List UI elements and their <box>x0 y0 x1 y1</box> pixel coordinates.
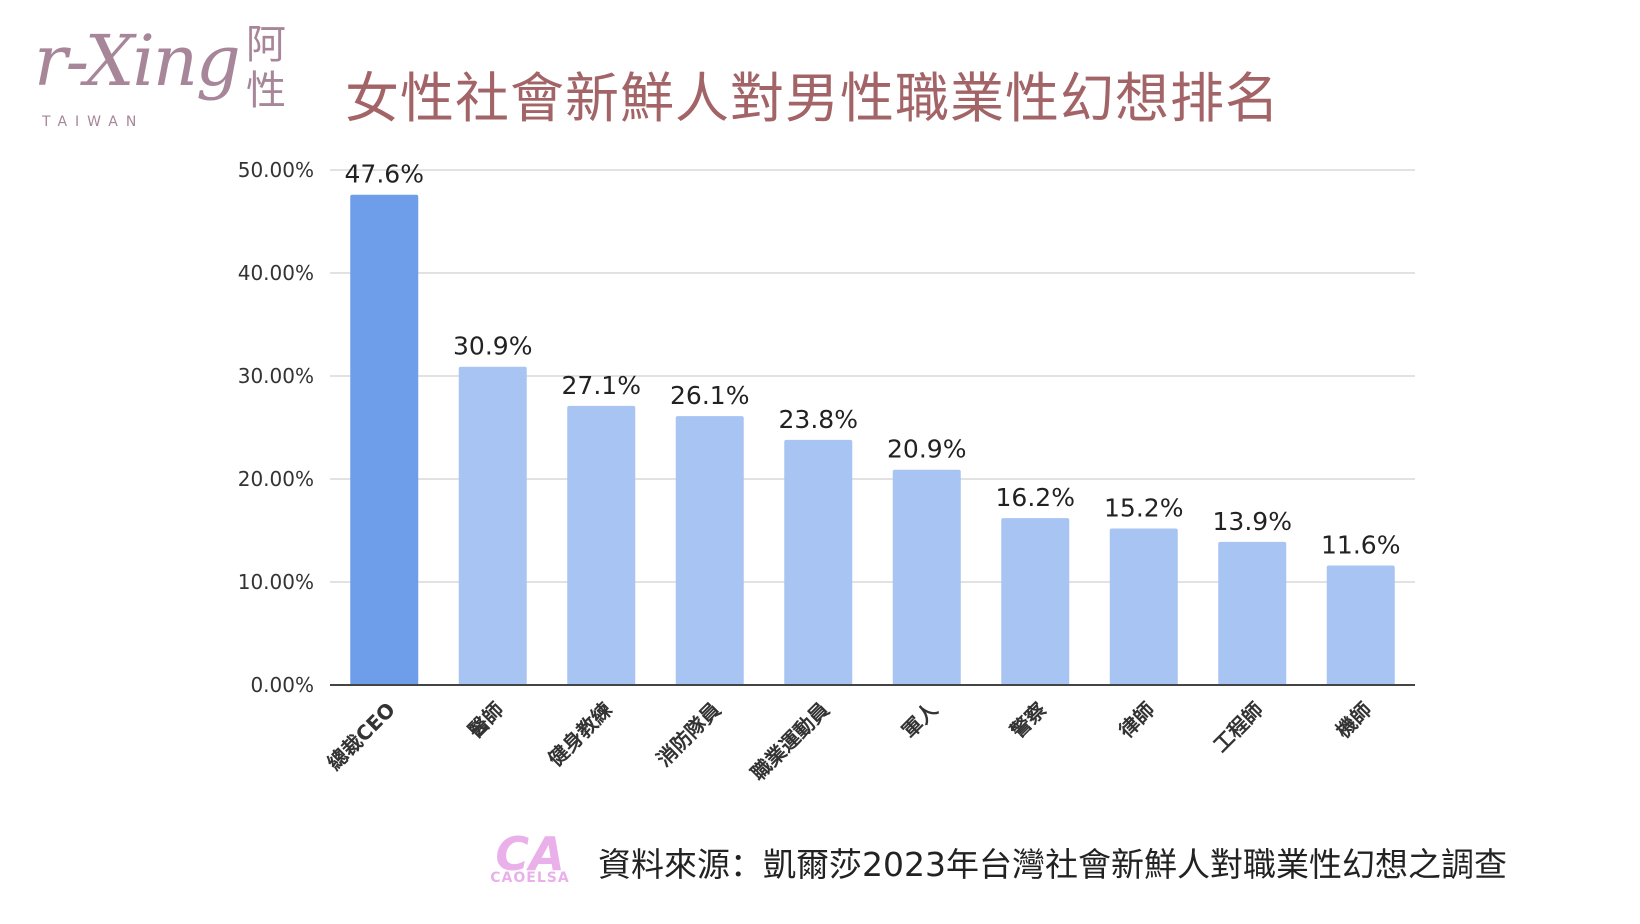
y-tick-label: 30.00% <box>238 364 314 388</box>
source-logo-mark: CA <box>495 830 564 874</box>
x-tick-label: 健身教練 <box>543 698 617 772</box>
y-tick-label: 40.00% <box>238 261 314 285</box>
data-label: 23.8% <box>779 405 858 434</box>
bar <box>675 416 744 685</box>
x-tick-label: 職業運動員 <box>746 698 834 786</box>
source-logo: CA CAOELSA <box>480 830 580 890</box>
data-label: 11.6% <box>1321 531 1400 560</box>
x-tick-label: 總裁CEO <box>322 698 399 775</box>
x-tick-label: 律師 <box>1114 698 1159 743</box>
data-label: 15.2% <box>1104 493 1183 522</box>
bar <box>892 469 961 685</box>
logo-script-text: r-Xing <box>34 20 241 102</box>
bar <box>784 439 853 685</box>
data-label: 13.9% <box>1213 507 1292 536</box>
data-label: 30.9% <box>453 332 532 361</box>
x-tick-label: 警察 <box>1006 697 1052 743</box>
x-tick-label: 醫師 <box>463 698 508 743</box>
y-tick-label: 0.00% <box>250 673 314 697</box>
bar <box>567 405 636 685</box>
brand-logo: r-Xing 阿性 TAIWAN <box>28 14 298 134</box>
data-label: 47.6% <box>345 160 424 189</box>
source-caption: 資料來源：凱爾莎2023年台灣社會新鮮人對職業性幻想之調查 <box>598 845 1507 884</box>
y-tick-label: 20.00% <box>238 467 314 491</box>
source-logo-letters: CA <box>495 830 564 874</box>
bar <box>1109 528 1178 685</box>
source-logo-word: CAOELSA <box>490 870 570 886</box>
bar <box>458 366 527 685</box>
x-tick-label: 工程師 <box>1208 698 1267 757</box>
x-tick-label: 消防隊員 <box>652 698 726 772</box>
bar <box>1001 518 1070 685</box>
data-label: 16.2% <box>996 483 1075 512</box>
x-tick-label: 軍人 <box>897 697 943 743</box>
y-tick-label: 10.00% <box>238 570 314 594</box>
bar <box>1326 565 1395 685</box>
page-title: 女性社會新鮮人對男性職業性幻想排名 <box>345 67 1280 130</box>
logo-chinese-text: 阿性 <box>246 22 286 114</box>
y-tick-label: 50.00% <box>238 158 314 182</box>
x-tick-label: 機師 <box>1331 698 1376 743</box>
bar <box>350 194 419 685</box>
data-label: 26.1% <box>670 381 749 410</box>
bar <box>1218 541 1287 685</box>
logo-subtitle: TAIWAN <box>42 114 145 130</box>
data-label: 20.9% <box>887 435 966 464</box>
data-label: 27.1% <box>562 371 641 400</box>
